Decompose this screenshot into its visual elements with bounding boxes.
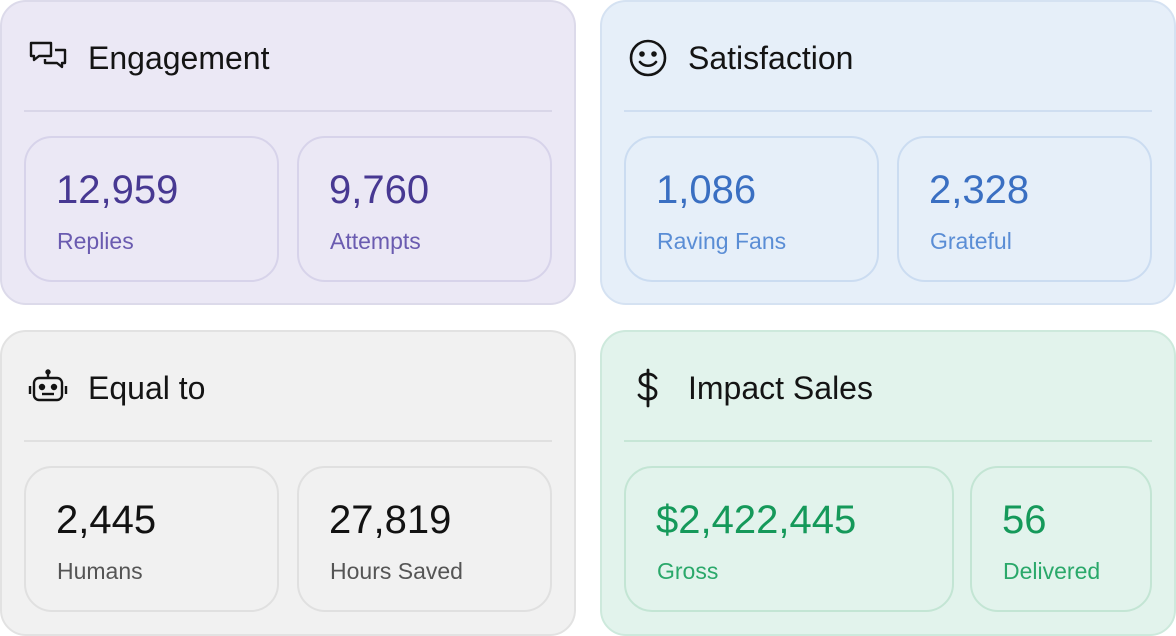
divider bbox=[24, 110, 552, 112]
card-title: Satisfaction bbox=[688, 40, 854, 76]
stat-label: Replies bbox=[57, 228, 134, 254]
stat-label: Gross bbox=[657, 558, 719, 584]
stat: $2,422,445 Gross bbox=[624, 466, 954, 612]
stat: 9,760 Attempts bbox=[297, 136, 552, 282]
divider bbox=[24, 440, 552, 442]
chat-icon bbox=[29, 41, 67, 69]
stat-label: Delivered bbox=[1003, 558, 1101, 584]
dollar-icon bbox=[637, 368, 658, 408]
stat-value: 9,760 bbox=[329, 168, 430, 212]
divider bbox=[624, 440, 1152, 442]
divider bbox=[624, 110, 1152, 112]
stat: 1,086 Raving Fans bbox=[624, 136, 879, 282]
stat-label: Grateful bbox=[930, 228, 1012, 254]
stat: 56 Delivered bbox=[970, 466, 1152, 612]
stat-label: Raving Fans bbox=[657, 228, 787, 254]
card-title: Impact Sales bbox=[688, 370, 873, 406]
stat-value: 2,445 bbox=[56, 498, 157, 542]
card: Satisfaction 1,086 Raving Fans 2,328 Gra… bbox=[600, 0, 1176, 305]
stat-value: 2,328 bbox=[929, 168, 1030, 212]
stat-value: 27,819 bbox=[329, 498, 452, 542]
stat-value: 12,959 bbox=[56, 168, 179, 212]
stat-label: Hours Saved bbox=[330, 558, 463, 584]
robot-icon bbox=[28, 369, 68, 402]
card: Impact Sales $2,422,445 Gross 56 Deliver… bbox=[600, 330, 1176, 636]
stat-label: Attempts bbox=[330, 228, 421, 254]
stat-value: 56 bbox=[1002, 498, 1047, 542]
card-title: Engagement bbox=[88, 40, 270, 76]
stat-value: $2,422,445 bbox=[656, 498, 857, 542]
card: Engagement 12,959 Replies 9,760 Attempts bbox=[0, 0, 576, 305]
stat: 27,819 Hours Saved bbox=[297, 466, 552, 612]
stat: 2,328 Grateful bbox=[897, 136, 1152, 282]
card: Equal to 2,445 Humans 27,819 Hours Saved bbox=[0, 330, 576, 636]
card-title: Equal to bbox=[88, 370, 206, 406]
stat-value: 1,086 bbox=[656, 168, 757, 212]
smile-icon bbox=[629, 39, 667, 77]
stat-label: Humans bbox=[57, 558, 143, 584]
stat: 12,959 Replies bbox=[24, 136, 279, 282]
stat: 2,445 Humans bbox=[24, 466, 279, 612]
